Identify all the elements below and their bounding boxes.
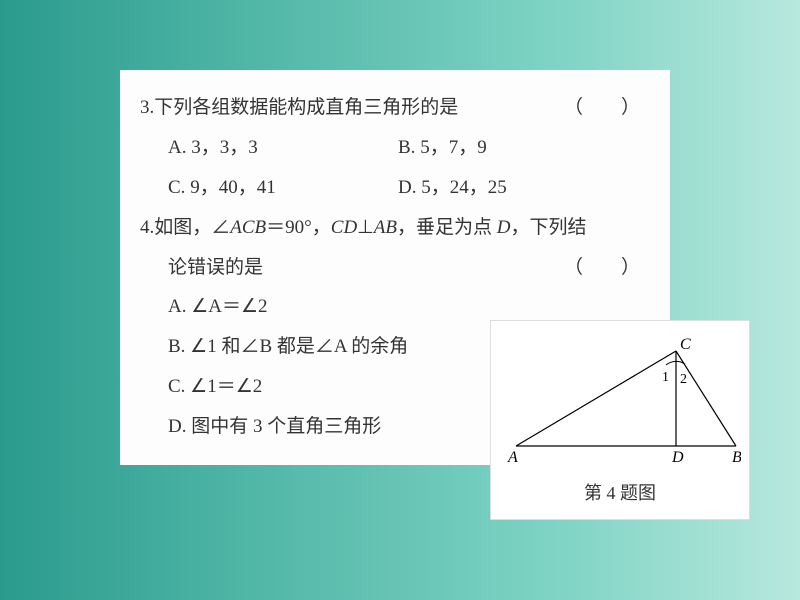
q3-text: 3.下列各组数据能构成直角三角形的是 （ ）	[140, 88, 650, 128]
q3-choice-d: D. 5，24，25	[398, 168, 507, 208]
diagram-caption: 第 4 题图	[501, 479, 739, 505]
diagram-panel: A B C D 12 第 4 题图	[490, 320, 750, 520]
q3-choice-c: C. 9，40，41	[168, 168, 398, 208]
q3-choice-a: A. 3，3，3	[168, 128, 398, 168]
q4-paren: （ ）	[564, 248, 640, 288]
svg-text:D: D	[671, 449, 684, 466]
q4-line2: 论错误的是 （ ）	[140, 248, 650, 288]
q3-paren: （ ）	[564, 88, 640, 128]
triangle-diagram: A B C D 12	[501, 331, 741, 471]
q4-line1: 4.如图，∠ACB＝90°，CD⊥AB，垂足为点 D，下列结	[140, 208, 650, 248]
q3-choices-row2: C. 9，40，41 D. 5，24，25	[140, 168, 650, 208]
q3-choices-row1: A. 3，3，3 B. 5，7，9	[140, 128, 650, 168]
q4-number: 4.	[140, 217, 154, 238]
svg-text:2: 2	[680, 372, 687, 387]
q3-choice-b: B. 5，7，9	[398, 128, 487, 168]
q3-body: 下列各组数据能构成直角三角形的是	[154, 97, 458, 118]
svg-text:C: C	[680, 336, 691, 353]
q3-number: 3.	[140, 97, 154, 118]
svg-text:B: B	[732, 449, 741, 466]
svg-text:1: 1	[662, 370, 669, 385]
svg-text:A: A	[507, 449, 518, 466]
